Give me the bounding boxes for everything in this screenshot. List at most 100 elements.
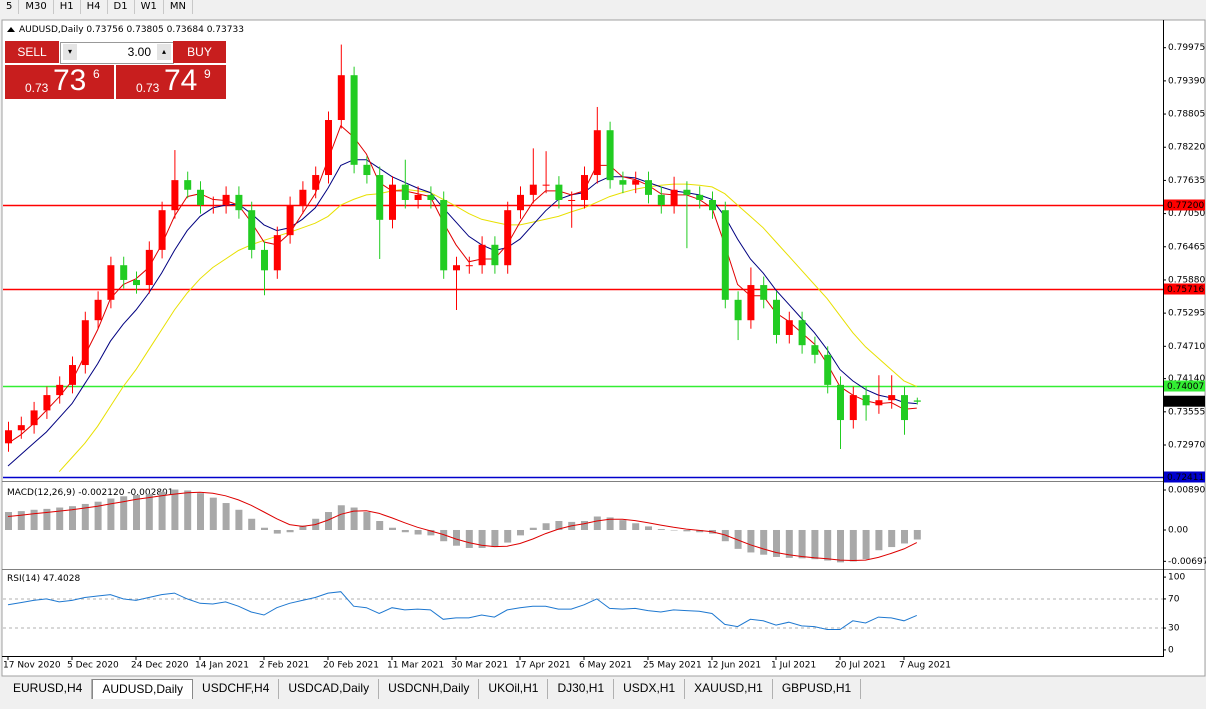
macd-bar <box>555 521 563 530</box>
ask-big: 74 <box>164 64 198 97</box>
lot-value[interactable]: 3.00 <box>127 45 151 59</box>
macd-bar <box>261 527 268 530</box>
lot-increase[interactable]: ▴ <box>157 44 171 60</box>
candle-body <box>261 249 268 271</box>
timeframe-button[interactable]: D1 <box>108 0 135 14</box>
bid-prefix: 0.73 <box>25 81 49 95</box>
macd-bar <box>632 523 640 530</box>
candle-body <box>17 425 25 431</box>
chart-tab[interactable]: USDX,H1 <box>614 679 686 699</box>
bid-small: 6 <box>93 67 100 81</box>
timeframe-button[interactable]: H4 <box>81 0 108 14</box>
candle-body <box>747 285 755 321</box>
macd-bar <box>337 505 345 530</box>
candle-body <box>798 320 806 346</box>
candle-body <box>107 265 115 300</box>
lot-box: ▾ 3.00 ▴ <box>60 42 174 64</box>
x-tick-label: 25 May 2021 <box>643 661 702 671</box>
macd-bar <box>5 512 12 530</box>
candle-body <box>657 194 665 206</box>
lot-decrease[interactable]: ▾ <box>63 44 77 60</box>
chart-tab[interactable]: DJ30,H1 <box>548 679 615 699</box>
buy-button[interactable]: BUY <box>173 41 226 63</box>
x-tick-label: 1 Jul 2021 <box>771 661 816 671</box>
y-tick-label: 0.79390 <box>1168 76 1205 86</box>
macd-bar <box>81 503 89 530</box>
macd-bar <box>504 529 512 543</box>
timeframe-button[interactable]: M30 <box>19 0 54 14</box>
macd-bar <box>619 520 627 530</box>
macd-bar <box>299 525 307 530</box>
macd-bar <box>542 523 550 530</box>
macd-bar <box>158 491 166 530</box>
current-price-label: 0.73733 <box>1167 397 1204 407</box>
x-tick-label: 17 Nov 2020 <box>3 661 61 671</box>
collapse-icon[interactable] <box>7 27 15 32</box>
timeframe-button[interactable]: H1 <box>54 0 81 14</box>
candle-body <box>184 180 192 190</box>
macd-bar <box>529 527 537 530</box>
macd-bar <box>734 529 742 549</box>
moving-average <box>7 159 917 467</box>
x-tick-label: 24 Dec 2020 <box>131 661 189 671</box>
y-tick-label: 0.75880 <box>1168 275 1205 285</box>
y-tick-label: 0.77635 <box>1168 176 1205 186</box>
chart-tab[interactable]: UKOil,H1 <box>479 679 549 699</box>
candle-body <box>337 75 345 121</box>
y-tick-label: 0.77050 <box>1168 209 1205 219</box>
candle-body <box>709 199 716 211</box>
macd-bar <box>414 529 422 535</box>
y-tick-label: 0.76465 <box>1168 242 1205 252</box>
timeframe-button[interactable]: MN <box>164 0 193 14</box>
rsi-line <box>7 591 917 630</box>
macd-bar <box>171 489 179 530</box>
candle-body <box>760 285 768 300</box>
macd-bar <box>875 529 883 551</box>
candle-body <box>542 184 550 186</box>
candle-body <box>491 244 499 266</box>
timeframe-button[interactable]: W1 <box>135 0 164 14</box>
macd-bar <box>389 527 396 530</box>
signal-line <box>7 491 918 562</box>
macd-bar <box>773 529 780 557</box>
ask-small: 9 <box>204 67 211 81</box>
candle-body <box>453 265 460 271</box>
chart-tab[interactable]: USDCNH,Daily <box>379 679 480 699</box>
ohlc-high: 0.73805 <box>127 25 164 35</box>
x-tick-label: 7 Aug 2021 <box>899 661 951 671</box>
macd-bar <box>888 529 896 548</box>
rsi-value: 47.4028 <box>43 574 80 584</box>
candle-body <box>849 395 857 421</box>
ask-price[interactable]: 0.73 74 9 <box>116 64 226 99</box>
macd-bar <box>593 516 601 530</box>
y-tick-label: 0.73555 <box>1168 407 1205 417</box>
candle-body <box>94 299 102 321</box>
macd-bar <box>581 521 588 530</box>
macd-bar <box>849 529 857 562</box>
chart-tab[interactable]: USDCAD,Daily <box>279 679 380 699</box>
macd-bar <box>657 529 665 530</box>
chart-tab[interactable]: EURUSD,H4 <box>4 679 93 699</box>
chart-tab[interactable]: AUDUSD,Daily <box>92 679 194 699</box>
chart-tab[interactable]: XAUUSD,H1 <box>685 679 773 699</box>
candle-body <box>568 199 576 201</box>
y-tick-label: 100 <box>1168 573 1185 583</box>
macd-bar <box>785 529 793 558</box>
level-price-label: 0.72411 <box>1167 473 1204 483</box>
candle-body <box>593 130 601 176</box>
candle-body <box>5 430 12 444</box>
chart-tab[interactable]: USDCHF,H4 <box>193 679 280 699</box>
macd-bar <box>363 512 371 530</box>
level-price-box <box>1164 380 1205 392</box>
candle-body <box>837 384 844 421</box>
bid-price[interactable]: 0.73 73 6 <box>5 64 114 99</box>
timeframe-button[interactable]: 5 <box>0 0 20 14</box>
candle-body <box>197 189 204 206</box>
chart-tab[interactable]: GBPUSD,H1 <box>773 679 862 699</box>
macd-bar <box>478 529 486 548</box>
bid-big: 73 <box>53 64 87 97</box>
candle-body <box>773 299 780 335</box>
sell-button[interactable]: SELL <box>5 41 59 63</box>
y-tick-label: 30 <box>1168 624 1180 634</box>
y-tick-label: 0.74140 <box>1168 374 1205 384</box>
